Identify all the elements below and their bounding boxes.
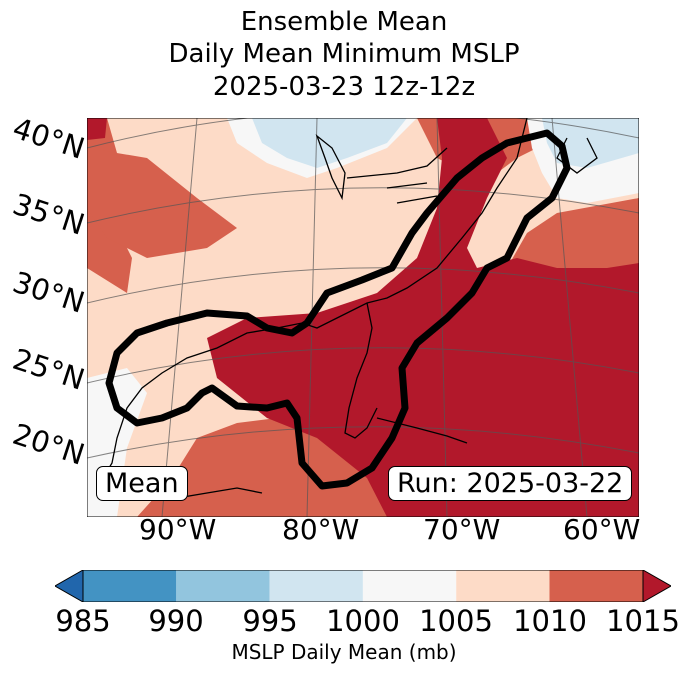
colorbar-tick-985: 985 [55, 604, 111, 638]
lat-label-20: 20°N [8, 416, 89, 472]
colorbar-tick-990: 990 [148, 604, 204, 638]
colorbar-extend-below [55, 570, 84, 602]
colorbar-tick-995: 995 [242, 604, 298, 638]
colorbar-tick-1015: 1015 [606, 604, 680, 638]
title-line-2: Daily Mean Minimum MSLP [168, 39, 520, 69]
title-line-3: 2025-03-23 12z-12z [212, 72, 476, 102]
colorbar-extend-above [642, 570, 671, 602]
lat-label-35: 35°N [8, 186, 89, 242]
lon-label-90: 90°W [139, 513, 217, 546]
colorbar [55, 570, 671, 602]
colorbar-990-995 [176, 570, 270, 602]
colorbar-tick-1010: 1010 [513, 604, 587, 638]
colorbar-985-990 [83, 570, 177, 602]
mslp-map [87, 118, 639, 517]
lon-label-80: 80°W [282, 513, 360, 546]
field-1010-1015-west [87, 148, 237, 258]
lat-label-25: 25°N [8, 341, 89, 397]
ensemble-outline [105, 129, 571, 490]
lon-label-70: 70°W [423, 513, 501, 546]
lat-label-30: 30°N [8, 264, 89, 320]
colorbar-995-1000 [269, 570, 363, 602]
field-above-1015-core [207, 118, 639, 517]
lon-label-60: 60°W [563, 513, 641, 546]
title-line-1: Ensemble Mean [240, 7, 448, 37]
colorbar-tick-1000: 1000 [326, 604, 400, 638]
colorbar-tick-1005: 1005 [419, 604, 493, 638]
lat-label-40: 40°N [8, 110, 89, 166]
mean-label-box: Mean [96, 466, 188, 501]
field-above-1015-nw [87, 118, 107, 140]
colorbar-label: MSLP Daily Mean (mb) [231, 640, 457, 664]
colorbar-1010-1015 [549, 570, 643, 602]
colorbar-1005-1010 [456, 570, 550, 602]
run-label-box: Run: 2025-03-22 [388, 466, 633, 501]
field-995-1000-north [252, 118, 407, 168]
colorbar-1000-1005 [362, 570, 457, 602]
